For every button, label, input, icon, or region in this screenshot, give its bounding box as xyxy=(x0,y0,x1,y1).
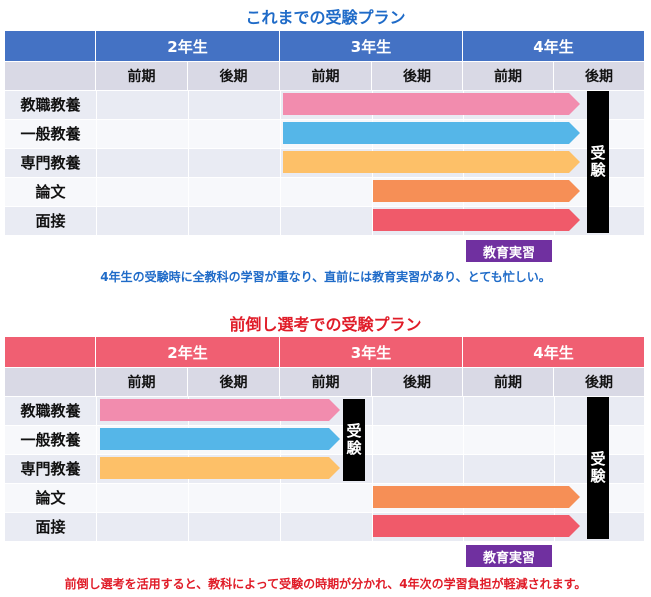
plan1-col-divider xyxy=(96,90,97,235)
plan2-row-label: 教職教養 xyxy=(20,402,81,420)
plan2-early-exam-bar: 受験 xyxy=(343,399,365,481)
plan2-arrow-kyoshoku xyxy=(100,399,340,421)
plan1-year-2: 2年生 xyxy=(96,31,280,61)
plan2-col-divider xyxy=(372,396,373,541)
plan2-year-3: 3年生 xyxy=(280,337,463,367)
plan1-row-label: 一般教養 xyxy=(20,125,81,143)
plan1-col-divider xyxy=(280,90,281,235)
plan2-exam-bar: 受験 xyxy=(587,397,609,539)
plan1-term: 前期 xyxy=(463,61,554,90)
plan2-arrow-mensetsu xyxy=(373,515,580,537)
plan1-practicum-badge: 教育実習 xyxy=(466,240,552,262)
plan2-arrow-ronbun xyxy=(373,486,580,508)
plan1-row-label: 面接 xyxy=(35,212,66,230)
plan1-term: 後期 xyxy=(372,61,463,90)
plan2-arrow-ippan xyxy=(100,428,340,450)
plan1-arrow-mensetsu xyxy=(373,209,580,231)
plan1-arrow-senmon xyxy=(283,151,580,173)
plan2-term: 前期 xyxy=(463,367,554,396)
plan2-col-divider xyxy=(96,396,97,541)
plan2-row-label: 論文 xyxy=(35,489,66,507)
plan2-year-4: 4年生 xyxy=(463,337,644,367)
plan1-term: 前期 xyxy=(96,61,188,90)
plan1-row-label: 論文 xyxy=(35,183,66,201)
plan1-arrow-ronbun xyxy=(373,180,580,202)
plan1-arrow-kyoshoku xyxy=(283,93,580,115)
plan2-term: 後期 xyxy=(372,367,463,396)
plan1-row-label: 教職教養 xyxy=(20,96,81,114)
plan1-term: 後期 xyxy=(554,61,644,90)
plan2-title: 前倒し選考での受験プラン xyxy=(229,315,422,334)
plan2-note: 前倒し選考を活用すると、教科によって受験の時期が分かれ、4年次の学習負担が軽減さ… xyxy=(64,577,587,591)
plan2-term: 後期 xyxy=(188,367,280,396)
plan1-term: 後期 xyxy=(188,61,280,90)
plan1-col-divider xyxy=(188,90,189,235)
plan2-row-label: 専門教養 xyxy=(20,460,81,478)
plan2-col-divider xyxy=(463,396,464,541)
plan2-term: 前期 xyxy=(96,367,188,396)
plan1-term-corner xyxy=(5,61,96,90)
plan1-year-4: 4年生 xyxy=(463,31,644,61)
plan1-arrow-ippan xyxy=(283,122,580,144)
plan2-year-2: 2年生 xyxy=(96,337,280,367)
plan2-row-label: 一般教養 xyxy=(20,431,81,449)
plan1-year-3: 3年生 xyxy=(280,31,463,61)
plan1-row-label: 専門教養 xyxy=(20,154,81,172)
plan2-header-corner xyxy=(5,337,96,367)
plan2-col-divider xyxy=(554,396,555,541)
plan1-header-corner xyxy=(5,31,96,61)
plan2-term-corner xyxy=(5,367,96,396)
plan1-note: 4年生の受験時に全教科の学習が重なり、直前には教育実習があり、とても忙しい。 xyxy=(100,270,551,284)
plan2-arrow-senmon xyxy=(100,457,340,479)
plan2-row-label: 面接 xyxy=(35,518,66,536)
plan2-term: 前期 xyxy=(280,367,372,396)
plan2-term: 後期 xyxy=(554,367,644,396)
plan1-term: 前期 xyxy=(280,61,372,90)
plan1-exam-bar: 受験 xyxy=(587,91,609,233)
plan2-practicum-badge: 教育実習 xyxy=(466,545,552,567)
plan1-title: これまでの受験プラン xyxy=(245,8,406,27)
